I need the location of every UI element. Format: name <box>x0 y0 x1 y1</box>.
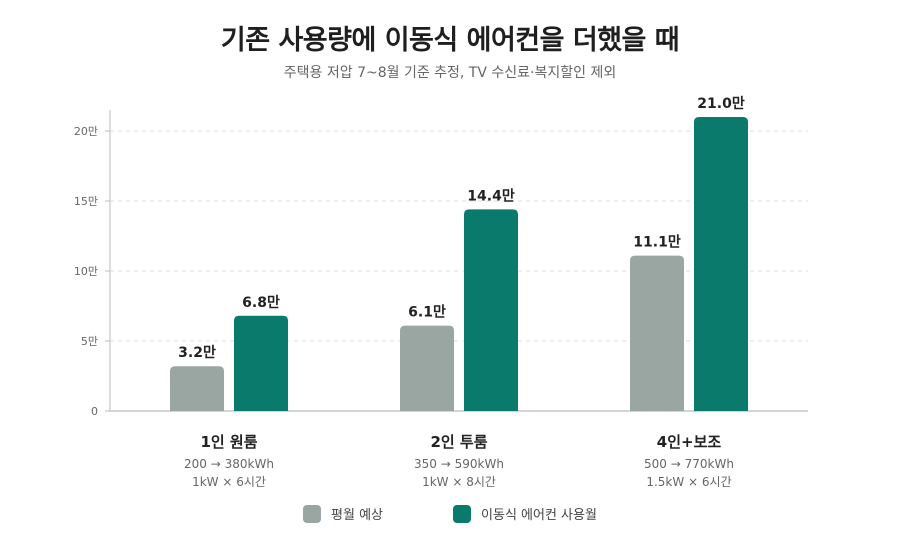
bar-value-label: 11.1만 <box>633 235 681 251</box>
x-category-note: 350 → 590kWh <box>414 457 504 471</box>
bar-baseline <box>630 255 684 411</box>
x-category-note: 500 → 770kWh <box>644 457 734 471</box>
x-category-label: 4인+보조 <box>657 433 722 451</box>
bar-value-label: 14.4만 <box>467 188 515 204</box>
x-category-label: 2인 투룸 <box>430 433 487 451</box>
legend-item-baseline: 평월 예상 <box>303 504 383 523</box>
y-tick-label: 20만 <box>74 125 98 138</box>
legend-swatch-with-ac <box>453 504 472 523</box>
x-category-note: 1.5kW × 6시간 <box>646 475 731 489</box>
y-tick-label: 10만 <box>74 265 98 278</box>
x-category-label: 1인 원룸 <box>200 433 257 451</box>
y-tick-label: 15만 <box>74 195 98 208</box>
legend-label-with-ac: 이동식 에어컨 사용월 <box>481 508 597 523</box>
legend-item-with-ac: 이동식 에어컨 사용월 <box>453 504 597 523</box>
bar-baseline <box>170 366 224 411</box>
bar-chart: 0 5만 10만 15만 20만 3.2만 6.8만 1인 원룸 200 → 380kWh 1kW… <box>74 96 808 489</box>
bar-with-ac <box>694 117 748 411</box>
chart-title: 기존 사용량에 이동식 에어컨을 더했을 때 <box>220 25 680 56</box>
legend: 평월 예상 이동식 에어컨 사용월 <box>0 504 900 523</box>
x-category-note: 1kW × 6시간 <box>192 475 266 489</box>
bar-baseline <box>400 325 454 411</box>
bar-with-ac <box>464 209 518 411</box>
bar-value-label: 6.1만 <box>408 305 446 321</box>
bar-value-label: 3.2만 <box>178 345 216 361</box>
bar-value-label: 21.0만 <box>697 96 745 112</box>
y-tick-label: 0 <box>91 405 98 418</box>
x-category-note: 200 → 380kWh <box>184 457 274 471</box>
legend-label-baseline: 평월 예상 <box>331 508 384 523</box>
y-tick-label: 5만 <box>81 335 98 348</box>
chart-subtitle: 주택용 저압 7~8월 기준 추정, TV 수신료·복지할인 제외 <box>283 65 617 81</box>
bar-with-ac <box>234 315 288 411</box>
legend-swatch-baseline <box>303 504 322 523</box>
x-category-note: 1kW × 8시간 <box>422 475 496 489</box>
bar-value-label: 6.8만 <box>242 295 280 311</box>
